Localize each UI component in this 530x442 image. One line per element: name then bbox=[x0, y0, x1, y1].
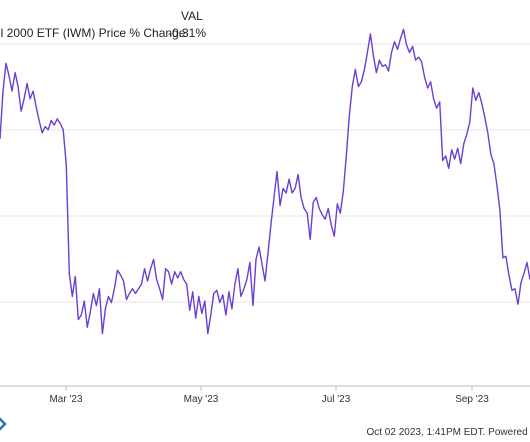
legend-column-header: VAL bbox=[181, 9, 203, 23]
logo-icon bbox=[0, 417, 7, 431]
footer-attribution: Oct 02 2023, 1:41PM EDT. Powered b bbox=[366, 427, 530, 438]
legend-series-value: -0.31% bbox=[168, 26, 207, 40]
legend-entry: ll 2000 ETF (IWM) Price % Change -0.31% bbox=[0, 26, 206, 40]
series-line bbox=[0, 28, 530, 335]
x-tick-label: Mar '23 bbox=[49, 394, 82, 405]
legend-series-label: ll 2000 ETF (IWM) Price % Change bbox=[0, 26, 186, 40]
x-tick-label: May '23 bbox=[184, 394, 219, 405]
gridlines bbox=[0, 43, 530, 303]
x-tick-marks bbox=[65, 386, 473, 391]
x-tick-label: Sep '23 bbox=[455, 394, 489, 405]
x-tick-label: Jul '23 bbox=[322, 394, 351, 405]
